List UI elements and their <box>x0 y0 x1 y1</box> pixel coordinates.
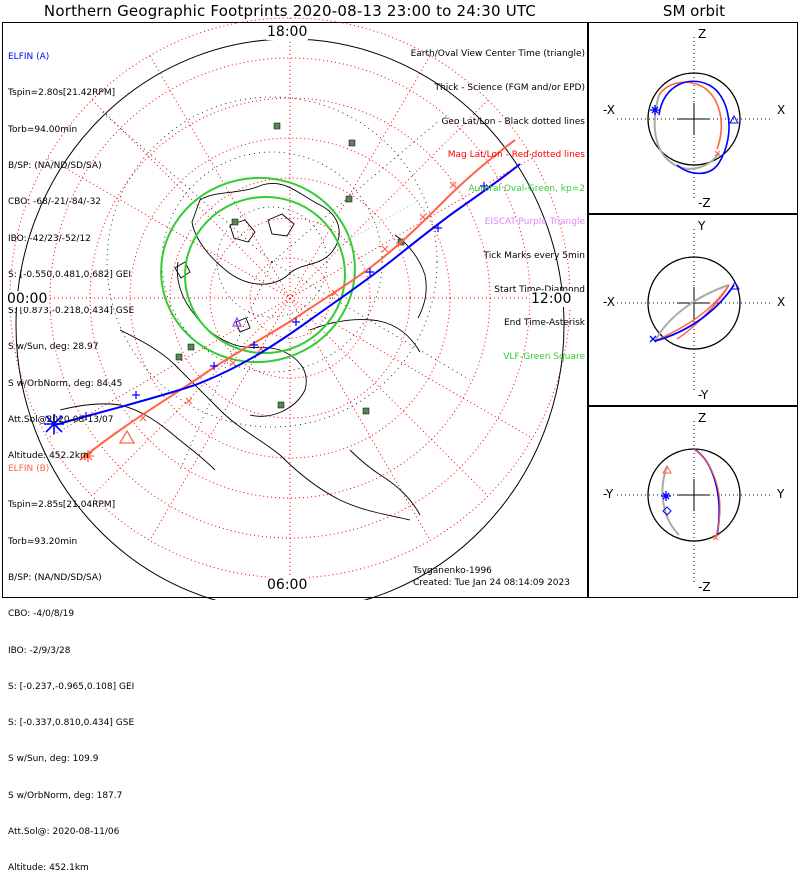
legend-entry: Start Time-Diamond <box>494 284 585 295</box>
sm-xz-label-bottom: -Z <box>698 196 711 210</box>
elfin-b-line: IBO: -2/9/3/28 <box>8 645 71 656</box>
elfin-a-line: IBO: -42/23/-52/12 <box>8 233 91 244</box>
sm-xy-plot <box>617 229 771 391</box>
elfin-b-info: ELFIN (B) Tspin=2.85s[21.04RPM] Torb=93.… <box>8 439 134 886</box>
sm-panel-yz: Z -Z -Y Y <box>588 406 798 598</box>
elfin-b-line: CBO: -4/0/8/19 <box>8 609 75 620</box>
elfin-a-line: Torb=94.00min <box>8 124 78 135</box>
elfin-b-line: Torb=93.20min <box>8 536 78 547</box>
elfin-b-line: Altitude: 452.1km <box>8 863 89 874</box>
map-legend: Earth/Oval View Center Time (triangle) T… <box>411 27 585 374</box>
sm-yz-label-top: Z <box>698 411 707 425</box>
legend-entry: Geo Lat/Lon - Black dotted lines <box>441 116 585 127</box>
legend-entry: Earth/Oval View Center Time (triangle) <box>410 49 585 60</box>
legend-entry: VLF-Green Square <box>503 351 585 362</box>
sm-xz-label-left: -X <box>603 103 615 117</box>
sm-xy-label-bottom: -Y <box>698 388 709 402</box>
elfin-a-line: B/SP: (NA/ND/SD/SA) <box>8 161 102 172</box>
elfin-b-line: B/SP: (NA/ND/SD/SA) <box>8 573 102 584</box>
mag-longitude-lines <box>10 18 570 578</box>
sm-panel-xy: Y -Y -X X <box>588 214 798 406</box>
sm-xz-plot <box>617 37 771 199</box>
sm-yz-label-right: Y <box>777 487 785 501</box>
elfin-a-line: Att.Sol@2020-08-13/07 <box>8 415 114 425</box>
sm-xy-label-left: -X <box>603 295 615 309</box>
elfin-b-line: S w/Sun, deg: 109.9 <box>8 754 99 765</box>
legend-entry: Tick Marks every 5min <box>483 250 585 261</box>
legend-entry: Mag Lat/Lon - Red dotted lines <box>447 150 585 161</box>
elfin-a-name: ELFIN (A) <box>8 52 50 63</box>
mlt-label-top: 18:00 <box>266 24 309 40</box>
sm-yz-plot <box>617 421 771 583</box>
footprint-map-frame <box>2 22 588 598</box>
elfin-b-line: S: [-0.237,-0.965,0.108] GEI <box>8 681 135 692</box>
legend-entry: Auroral Oval-Green, kp=2 <box>468 183 585 194</box>
elfin-b-line: Tspin=2.85s[21.04RPM] <box>8 500 116 511</box>
elfin-a-line: S: [-0.550,0.481,0.682] GEI <box>8 269 132 280</box>
elfin-a-line: Altitude: 452.2km <box>8 451 89 462</box>
elfin-a-line: Tspin=2.80s[21.42RPM] <box>8 88 116 99</box>
elfin-b-name: ELFIN (B) <box>8 464 50 475</box>
mlt-label-bottom: 06:00 <box>266 577 309 593</box>
page-title: Northern Geographic Footprints 2020-08-1… <box>43 2 537 20</box>
elfin-a-line: S: [0.873,-0.218,0.434] GSE <box>8 306 135 317</box>
elfin-a-footprint <box>44 163 521 434</box>
model-credit: Tsyganenko-1996 <box>413 566 492 576</box>
sm-xy-label-top: Y <box>698 219 706 233</box>
sm-orbit-title: SM orbit <box>662 2 726 20</box>
sm-yz-label-bottom: -Z <box>698 580 711 594</box>
created-timestamp: Created: Tue Jan 24 08:14:09 2023 <box>413 578 570 588</box>
sm-xy-label-right: X <box>777 295 786 309</box>
mlt-label-left: 00:00 <box>6 291 49 307</box>
elfin-b-line: S: [-0.337,0.810,0.434] GSE <box>8 718 135 729</box>
elfin-a-line: S w/Sun, deg: 28.97 <box>8 342 99 353</box>
elfin-b-line: S w/OrbNorm, deg: 187.7 <box>8 790 123 801</box>
sm-xz-label-top: Z <box>698 27 707 41</box>
sm-panel-xz: Z -Z -X X <box>588 22 798 214</box>
legend-entry: Thick - Science (FGM and/or EPD) <box>434 83 585 93</box>
elfin-a-line: CBO: -68/-21/-84/-32 <box>8 197 102 208</box>
sm-xz-label-right: X <box>777 103 786 117</box>
eiscat-triangle <box>231 316 243 327</box>
sm-yz-label-left: -Y <box>603 487 614 501</box>
mlt-label-right: 12:00 <box>530 291 573 307</box>
legend-entry: End Time-Asterisk <box>503 318 585 329</box>
elfin-a-info: ELFIN (A) Tspin=2.80s[21.42RPM] Torb=94.… <box>8 27 134 474</box>
elfin-a-line: S w/OrbNorm, deg: 84.45 <box>8 378 123 389</box>
elfin-b-line: Att.Sol@: 2020-08-11/06 <box>8 827 120 837</box>
legend-entry: EISCAT-Purple Triangle <box>484 217 585 228</box>
auroral-oval <box>160 176 356 364</box>
